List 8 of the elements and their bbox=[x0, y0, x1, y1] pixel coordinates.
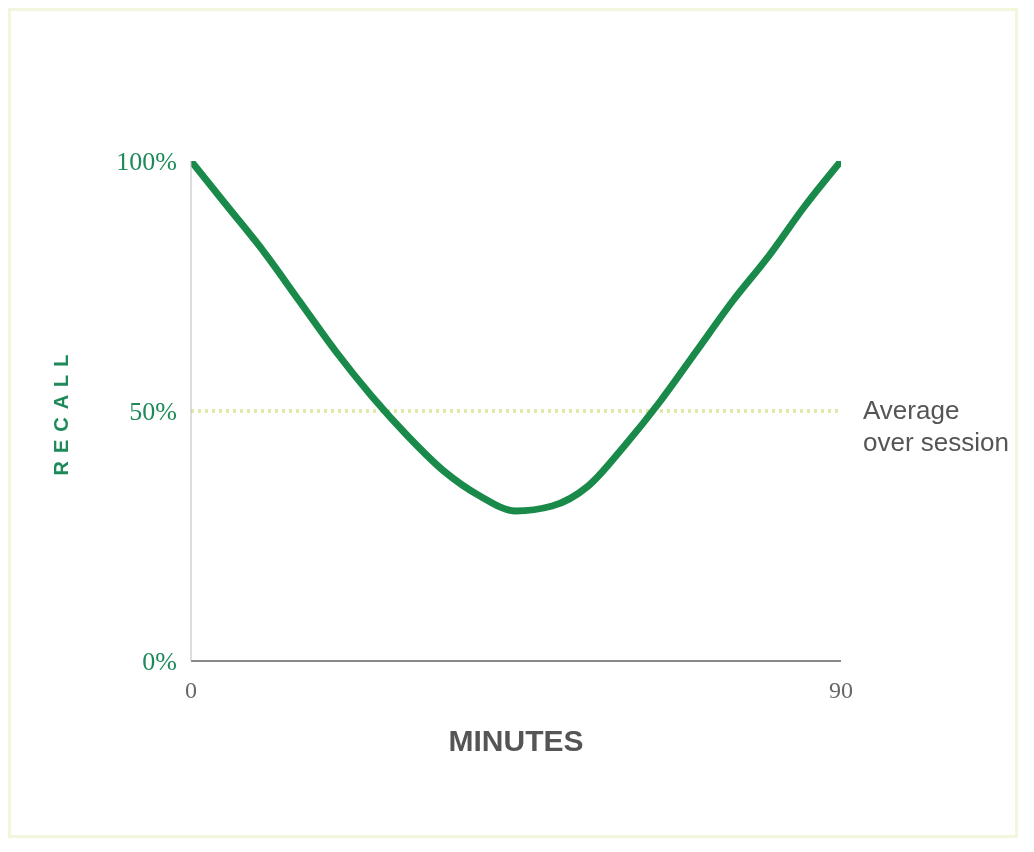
y-axis-title: RECALL bbox=[50, 346, 73, 476]
y-tick-label: 50% bbox=[129, 397, 177, 427]
x-tick-label: 0 bbox=[185, 677, 197, 704]
x-tick-label: 90 bbox=[829, 677, 853, 704]
x-axis-title: MINUTES bbox=[448, 724, 584, 757]
ref-line-label: Average over session bbox=[863, 394, 1009, 458]
y-tick-label: 100% bbox=[116, 147, 177, 177]
y-tick-label: 0% bbox=[142, 647, 177, 677]
